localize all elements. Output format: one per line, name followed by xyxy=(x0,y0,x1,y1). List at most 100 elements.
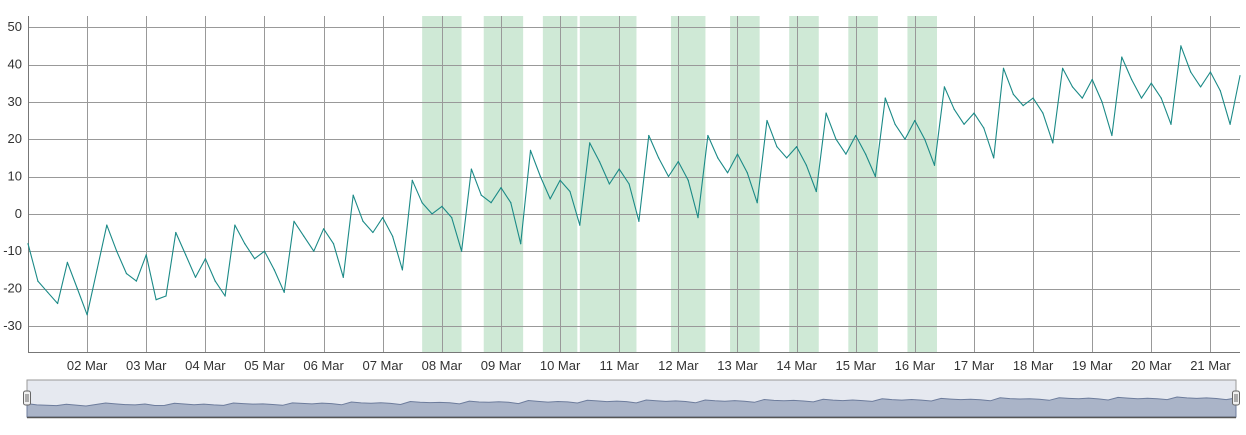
series-point xyxy=(815,190,817,193)
series-point xyxy=(569,190,571,193)
series-point xyxy=(303,235,305,237)
handle-grip[interactable] xyxy=(23,390,31,406)
series-point xyxy=(76,287,78,290)
y-tick-label: 10 xyxy=(8,169,22,184)
x-tick-label: 04 Mar xyxy=(185,358,226,373)
series-point xyxy=(116,250,118,252)
grid xyxy=(28,16,1240,353)
series-point xyxy=(194,276,197,278)
series-point xyxy=(973,112,975,114)
series-point xyxy=(1002,67,1005,69)
series-point xyxy=(648,134,650,137)
y-tick-label: 50 xyxy=(8,19,22,34)
x-tick-label: 13 Mar xyxy=(717,358,758,373)
series-point xyxy=(106,224,108,226)
series-point xyxy=(559,179,561,181)
series-point xyxy=(776,146,778,148)
series-point xyxy=(500,187,502,189)
series-point xyxy=(37,280,39,282)
series-point xyxy=(579,224,581,226)
series-point xyxy=(835,138,837,140)
series-point xyxy=(638,220,640,222)
navigator-right-handle[interactable] xyxy=(1232,390,1240,406)
series-point xyxy=(1071,86,1074,88)
series-point xyxy=(1091,78,1093,81)
series-point xyxy=(323,228,325,230)
series-point xyxy=(332,243,335,245)
series-point xyxy=(204,258,206,260)
series-layer xyxy=(27,45,1241,316)
highlight-band xyxy=(730,16,760,352)
series-point xyxy=(451,217,453,219)
series-point xyxy=(717,157,719,159)
series-point xyxy=(313,250,315,252)
series-point xyxy=(589,142,591,144)
series-point xyxy=(165,295,167,297)
series-point xyxy=(421,202,423,204)
series-point xyxy=(598,161,601,163)
series-point xyxy=(667,175,670,178)
series-point xyxy=(263,250,266,252)
series-point xyxy=(135,280,137,282)
y-tick-label: 0 xyxy=(15,206,22,221)
series-point xyxy=(894,123,896,125)
navigator[interactable] xyxy=(23,379,1240,419)
series-point xyxy=(401,269,403,271)
x-tick-label: 07 Mar xyxy=(362,358,403,373)
series-point xyxy=(1131,78,1133,81)
series-point xyxy=(1022,105,1024,107)
navigator-series xyxy=(26,396,1237,418)
series-point xyxy=(727,172,729,174)
navigator-left-handle[interactable] xyxy=(23,390,31,406)
series-point xyxy=(1121,56,1123,58)
series-point xyxy=(746,172,748,174)
series-point xyxy=(244,243,246,245)
series-point xyxy=(47,291,49,293)
series-point xyxy=(924,138,926,140)
series-point xyxy=(362,220,364,222)
x-tick-label: 20 Mar xyxy=(1131,358,1172,373)
series-point xyxy=(805,164,808,166)
y-axis: -30 -20 -10 0 10 20 30 40 50 xyxy=(3,19,22,333)
series-point xyxy=(658,157,660,159)
series-point xyxy=(1180,45,1182,47)
series-point xyxy=(687,179,689,181)
highlight-band xyxy=(848,16,878,352)
series-point xyxy=(520,243,522,245)
series-point xyxy=(234,224,236,226)
series-point xyxy=(874,175,877,178)
series-point xyxy=(480,194,482,196)
series-point xyxy=(470,168,472,170)
x-axis: 02 Mar 03 Mar 04 Mar 05 Mar 06 Mar 07 Mar 08 M… xyxy=(67,358,1231,373)
series-point xyxy=(352,194,354,196)
series-point xyxy=(66,261,68,263)
y-tick-label: 40 xyxy=(8,57,22,72)
highlight-band xyxy=(422,16,462,352)
x-tick-label: 19 Mar xyxy=(1072,358,1113,373)
series-point xyxy=(224,295,226,297)
y-tick-label: -20 xyxy=(3,281,22,296)
highlight-band xyxy=(907,16,937,352)
series-point xyxy=(273,269,275,271)
series-point xyxy=(914,119,916,122)
x-tick-label: 11 Mar xyxy=(599,358,639,373)
series-point xyxy=(411,179,413,181)
series-point xyxy=(953,108,955,110)
handle-grip[interactable] xyxy=(1232,390,1240,406)
highlight-band xyxy=(483,16,524,352)
x-tick-label: 16 Mar xyxy=(895,358,936,373)
x-tick-label: 05 Mar xyxy=(244,358,285,373)
series-point xyxy=(1062,67,1064,69)
series-point xyxy=(983,127,985,129)
y-tick-label: 30 xyxy=(8,94,22,109)
series-point xyxy=(490,202,492,204)
series-point xyxy=(549,198,551,200)
series-point xyxy=(697,217,699,219)
x-tick-label: 18 Mar xyxy=(1013,358,1054,373)
series-point xyxy=(1111,134,1113,137)
x-tick-label: 03 Mar xyxy=(126,358,167,373)
series-point xyxy=(283,291,285,293)
series-point xyxy=(185,254,187,256)
x-tick-label: 08 Mar xyxy=(422,358,463,373)
